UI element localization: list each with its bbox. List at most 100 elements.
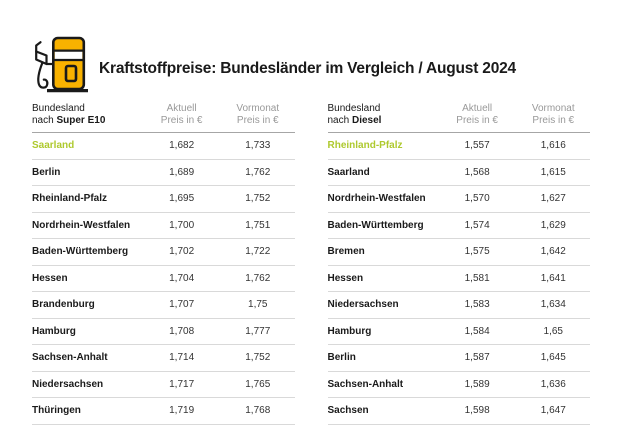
table-row: Niedersachsen 1,583 1,634 <box>327 292 590 319</box>
column-header-vormonat: Vormonat Preis in € <box>517 103 591 126</box>
table-row: Nordrhein-Westfalen 1,700 1,751 <box>32 213 295 239</box>
table-row: Nordrhein-Westfalen 1,570 1,627 <box>327 186 590 213</box>
aktuell-value: 1,719 <box>169 405 195 417</box>
bundesland-name: Berlin <box>32 166 61 178</box>
table-row: Hessen 1,581 1,641 <box>327 266 590 292</box>
vormonat-value: 1,733 <box>245 140 271 152</box>
vormonat-value: 1,75 <box>248 299 268 311</box>
vormonat-value: 1,629 <box>540 219 566 231</box>
column-header-bundesland: Bundesland nach Super E10 <box>32 103 142 126</box>
column-header-bundesland: Bundesland nach Diesel <box>328 103 438 126</box>
aktuell-value: 1,682 <box>169 140 195 152</box>
table-body-diesel: Rheinland-Pfalz 1,557 1,616 Saarland 1,568 1,… <box>327 133 590 425</box>
table-row: Sachsen-Anhalt 1,589 1,636 <box>327 372 590 398</box>
table-row: Thüringen 1,719 1,768 <box>32 398 295 425</box>
aktuell-label: Aktuell <box>462 103 493 114</box>
aktuell-value: 1,707 <box>169 299 195 311</box>
bundesland-name: Sachsen-Anhalt <box>327 378 404 390</box>
aktuell-value: 1,575 <box>464 246 490 258</box>
bundesland-name: Hessen <box>327 272 364 284</box>
vormonat-value: 1,647 <box>540 405 566 417</box>
table-row: Hessen 1,704 1,762 <box>32 266 295 292</box>
bundesland-name: Bremen <box>327 246 365 258</box>
table-row: Brandenburg 1,707 1,75 <box>32 292 295 319</box>
column-header-aktuell: Aktuell Preis in € <box>438 103 517 126</box>
aktuell-value: 1,587 <box>464 352 490 364</box>
vormonat-unit: Preis in € <box>236 114 279 126</box>
vormonat-value: 1,768 <box>245 405 271 417</box>
table-header: Bundesland nach Super E10 Aktuell Preis … <box>32 103 295 133</box>
vormonat-value: 1,645 <box>540 352 566 364</box>
vormonat-value: 1,642 <box>540 246 566 258</box>
vormonat-value: 1,641 <box>540 272 566 284</box>
bundesland-name: Niedersachsen <box>32 378 104 390</box>
vormonat-value: 1,627 <box>540 193 566 205</box>
aktuell-value: 1,570 <box>464 193 490 205</box>
bundesland-name: Brandenburg <box>32 299 95 311</box>
table-row: Sachsen 1,598 1,647 <box>327 398 590 425</box>
table-row: Saarland 1,682 1,733 <box>32 133 295 160</box>
table-row: Bremen 1,575 1,642 <box>327 239 590 266</box>
column-header-aktuell: Aktuell Preis in € <box>142 103 221 126</box>
bundesland-name: Saarland <box>32 140 75 152</box>
header-fuel-type: Diesel <box>351 114 382 126</box>
column-header-vormonat: Vormonat Preis in € <box>221 103 295 126</box>
table-super-e10: Bundesland nach Super E10 Aktuell Preis … <box>32 103 295 425</box>
table-row: Berlin 1,587 1,645 <box>327 345 590 372</box>
aktuell-unit: Preis in € <box>456 114 498 126</box>
bundesland-name: Thüringen <box>32 405 81 417</box>
vormonat-value: 1,765 <box>245 378 271 390</box>
vormonat-value: 1,762 <box>245 166 271 178</box>
aktuell-value: 1,584 <box>464 325 490 337</box>
bundesland-name: Niedersachsen <box>327 299 399 311</box>
table-row: Berlin 1,689 1,762 <box>32 160 295 186</box>
aktuell-value: 1,689 <box>169 166 195 178</box>
table-row: Saarland 1,568 1,615 <box>327 160 590 186</box>
page-header: Kraftstoffpreise: Bundesländer im Vergle… <box>30 34 600 96</box>
aktuell-value: 1,598 <box>464 405 490 417</box>
table-row: Baden-Württemberg 1,574 1,629 <box>327 213 590 239</box>
vormonat-value: 1,722 <box>245 246 271 258</box>
table-row: Sachsen-Anhalt 1,714 1,752 <box>32 345 295 372</box>
bundesland-name: Hamburg <box>327 325 372 337</box>
vormonat-value: 1,616 <box>540 140 566 152</box>
bundesland-name: Nordrhein-Westfalen <box>32 219 131 231</box>
vormonat-value: 1,752 <box>245 193 271 205</box>
table-row: Hamburg 1,584 1,65 <box>327 319 590 345</box>
aktuell-value: 1,557 <box>464 140 490 152</box>
bundesland-name: Hamburg <box>32 325 76 337</box>
tables-area: Bundesland nach Super E10 Aktuell Preis … <box>32 103 590 425</box>
aktuell-value: 1,702 <box>169 246 195 258</box>
vormonat-value: 1,636 <box>540 378 566 390</box>
aktuell-value: 1,714 <box>169 352 195 364</box>
vormonat-value: 1,65 <box>543 325 563 337</box>
aktuell-value: 1,581 <box>464 272 490 284</box>
bundesland-name: Rheinland-Pfalz <box>32 193 108 205</box>
aktuell-value: 1,695 <box>169 193 195 205</box>
vormonat-label: Vormonat <box>236 103 280 114</box>
aktuell-value: 1,568 <box>464 166 490 178</box>
aktuell-value: 1,574 <box>464 219 490 231</box>
vormonat-value: 1,751 <box>245 219 271 231</box>
table-header: Bundesland nach Diesel Aktuell Preis in … <box>327 103 591 133</box>
vormonat-value: 1,762 <box>245 272 271 284</box>
vormonat-value: 1,777 <box>245 325 271 337</box>
header-nach: nach <box>327 114 352 126</box>
table-body-super-e10: Saarland 1,682 1,733 Berlin 1,689 1,762 Rheinl… <box>32 133 295 425</box>
vormonat-value: 1,752 <box>245 352 271 364</box>
bundesland-name: Sachsen-Anhalt <box>32 352 108 364</box>
header-line1: Bundesland <box>327 103 381 114</box>
aktuell-unit: Preis in € <box>160 114 203 126</box>
aktuell-value: 1,700 <box>169 219 195 231</box>
aktuell-value: 1,704 <box>169 272 195 284</box>
bundesland-name: Baden-Württemberg <box>327 219 424 231</box>
table-diesel: Bundesland nach Diesel Aktuell Preis in … <box>327 103 591 425</box>
vormonat-value: 1,615 <box>540 166 566 178</box>
header-fuel-type: Super E10 <box>56 114 106 126</box>
fuel-pump-icon <box>35 36 88 93</box>
aktuell-value: 1,717 <box>169 378 195 390</box>
table-row: Baden-Württemberg 1,702 1,722 <box>32 239 295 266</box>
vormonat-label: Vormonat <box>531 103 575 114</box>
bundesland-name: Rheinland-Pfalz <box>327 140 403 152</box>
vormonat-unit: Preis in € <box>532 114 575 126</box>
